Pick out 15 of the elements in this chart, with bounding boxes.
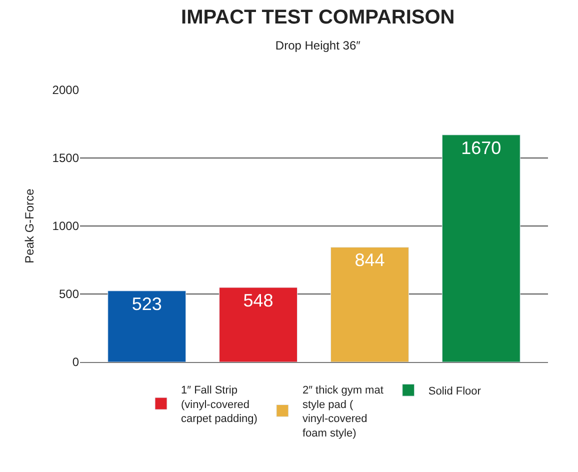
data-label: 1670 xyxy=(461,138,502,158)
y-axis-title: Peak G-Force xyxy=(22,188,37,264)
data-label: 548 xyxy=(243,290,274,310)
y-tick-label: 1000 xyxy=(52,219,80,234)
data-label: 523 xyxy=(132,294,162,314)
chart-subtitle: Drop Height 36″ xyxy=(275,38,362,53)
legend-label: Solid Floor xyxy=(428,385,482,398)
y-tick-label: 500 xyxy=(58,287,80,302)
data-label: 844 xyxy=(354,250,385,270)
y-tick-label: 1500 xyxy=(52,151,80,166)
y-tick-label: 0 xyxy=(72,355,80,370)
legend-label: 2″ thick gym mat style pad ( vinyl-covered foam style) xyxy=(302,384,384,440)
y-tick-label: 2000 xyxy=(52,83,80,98)
legend-label: 1″ Fall Strip (vinyl-covered carpet padding) xyxy=(181,384,258,426)
chart-title: IMPACT TEST COMPARISON xyxy=(181,6,455,29)
